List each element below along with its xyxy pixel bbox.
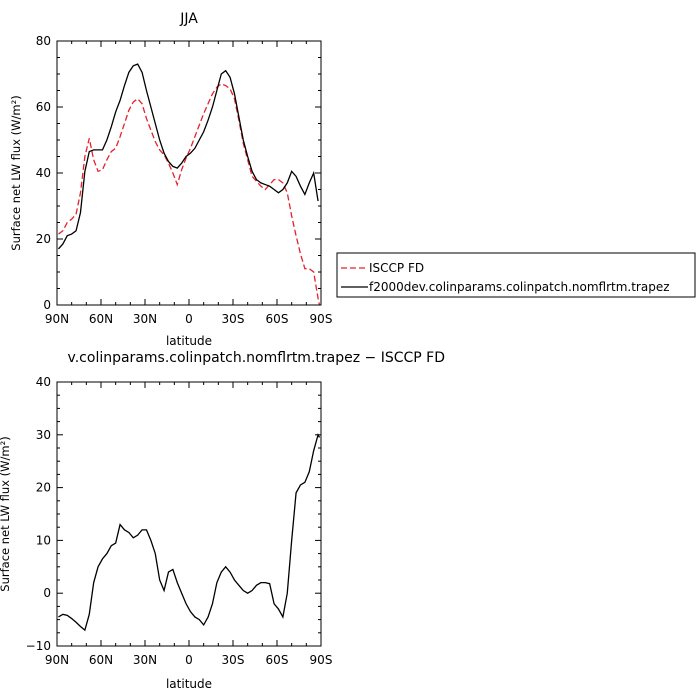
top-x-tick-label: 90N	[45, 312, 69, 326]
top-series-line-1	[57, 63, 319, 250]
top-chart-title: JJA	[179, 11, 198, 27]
top-chart-panel: JJA 90N 60N 30N 0 30S 60S 90S 0 20 40 60 80 latitud…	[9, 11, 332, 348]
bottom-y-tick-label: 0	[43, 586, 51, 600]
bottom-y-tick-label: −10	[26, 639, 51, 653]
top-x-tick-label: 60N	[89, 312, 113, 326]
legend-box	[336, 252, 696, 298]
bottom-y-tick-label: 20	[36, 481, 51, 495]
bottom-x-tick-label: 90S	[310, 653, 333, 667]
top-y-axis-label: Surface net LW flux (W/m²)	[9, 95, 23, 250]
top-y-tick-label: 80	[36, 34, 51, 48]
top-x-tick-label: 60S	[266, 312, 289, 326]
top-x-tick-label: 0	[185, 312, 193, 326]
top-x-tick-label: 30S	[222, 312, 245, 326]
legend-label-isccp: ISCCP FD	[369, 261, 424, 275]
bottom-plot-frame	[56, 381, 322, 647]
top-y-tick-label: 60	[36, 100, 51, 114]
bottom-y-tick-label: 10	[36, 533, 51, 547]
bottom-x-tick-label: 30S	[222, 653, 245, 667]
bottom-series-layer	[58, 433, 321, 632]
top-y-tick-label: 0	[43, 298, 51, 312]
top-plot-frame	[56, 40, 322, 306]
bottom-y-tick-label: 40	[36, 375, 51, 389]
bottom-series-line-0	[58, 433, 321, 632]
bottom-chart-panel: v.colinparams.colinpatch.nomflrtm.trapez…	[0, 350, 445, 691]
legend-label-model: f2000dev.colinparams.colinpatch.nomflrtm…	[369, 280, 670, 294]
bottom-x-tick-label: 60S	[266, 653, 289, 667]
top-series-layer	[57, 63, 321, 306]
top-axis-ticks: 90N 60N 30N 0 30S 60S 90S 0 20 40 60 80	[36, 34, 333, 326]
top-y-tick-label: 40	[36, 166, 51, 180]
bottom-x-tick-label: 30N	[133, 653, 157, 667]
bottom-y-axis-label: Surface net LW flux (W/m²)	[0, 436, 12, 591]
top-x-tick-label: 90S	[310, 312, 333, 326]
bottom-x-tick-label: 0	[185, 653, 193, 667]
top-x-axis-label: latitude	[166, 334, 212, 348]
top-x-tick-label: 30N	[133, 312, 157, 326]
top-y-tick-label: 20	[36, 232, 51, 246]
bottom-x-axis-label: latitude	[166, 677, 212, 691]
bottom-axis-ticks: 90N 60N 30N 0 30S 60S 90S −10 0 10 20 30 40	[26, 375, 333, 667]
legend: ISCCP FD f2000dev.colinparams.colinpatch…	[336, 252, 696, 298]
bottom-chart-title: v.colinparams.colinpatch.nomflrtm.trapez…	[68, 350, 445, 366]
bottom-x-tick-label: 90N	[45, 653, 69, 667]
top-series-line-0	[58, 83, 321, 306]
bottom-x-tick-label: 60N	[89, 653, 113, 667]
bottom-y-tick-label: 30	[36, 428, 51, 442]
